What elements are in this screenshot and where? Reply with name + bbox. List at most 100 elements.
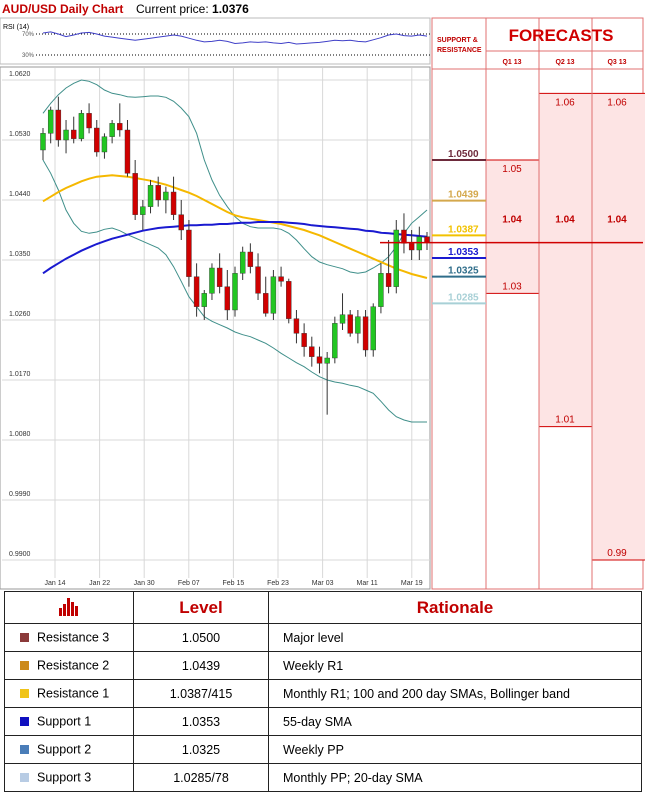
level-rationale: 55-day SMA	[268, 707, 642, 736]
level-name: Resistance 3	[37, 630, 110, 645]
candle-body	[155, 185, 161, 201]
candle-body	[401, 229, 407, 244]
level-value: 1.0500	[133, 623, 269, 652]
candle-body	[55, 109, 62, 141]
candle-body	[78, 113, 85, 139]
sr-level-label: 1.0387	[448, 224, 479, 235]
current-price-label: Current price:	[136, 2, 209, 16]
level-color-swatch	[20, 717, 29, 727]
candle-body	[140, 206, 146, 215]
sr-header-line1: SUPPORT &	[437, 37, 478, 44]
sr-level-label: 1.0353	[448, 247, 479, 258]
level-name: Resistance 2	[37, 658, 110, 673]
candle-body	[47, 109, 54, 134]
level-color-swatch	[20, 661, 29, 671]
candle-body	[362, 316, 369, 351]
bollinger-upper-line	[42, 79, 428, 274]
candle-body	[332, 323, 338, 359]
candle-body	[378, 273, 384, 307]
candle-body	[355, 316, 361, 334]
candle-body	[316, 356, 323, 364]
forecast-column-header: Q3 13	[607, 59, 626, 66]
y-tick-label: 1.0350	[9, 251, 31, 258]
sr-level-label: 1.0325	[448, 266, 479, 277]
x-tick-label: Jan 22	[89, 580, 110, 587]
candle-body	[393, 229, 399, 287]
chart-title: AUD/USD Daily Chart	[2, 2, 124, 16]
candle-body	[408, 243, 415, 251]
candle-body	[40, 133, 46, 151]
forecast-value-labels: 1.05 1.03 1.04 1.06 1.01 1.04 1.06 0.99 1.04	[502, 97, 627, 559]
sma-yellow-line	[42, 174, 428, 279]
candle-body	[170, 191, 177, 215]
date-axis-labels: Jan 14 Jan 22 Jan 30 Feb 07 Feb 15 Feb 23 Mar …	[44, 580, 422, 587]
candle-body	[147, 185, 154, 207]
level-rationale: Weekly R1	[268, 651, 642, 680]
candle-body	[278, 276, 284, 282]
y-tick-label: 1.0440	[9, 191, 31, 198]
forecasts-title: FORECASTS	[509, 26, 614, 45]
level-name: Resistance 1	[37, 686, 110, 701]
table-row: Resistance 2 1.0439 Weekly R1	[4, 651, 642, 680]
forecast-high-label: 1.06	[555, 97, 575, 108]
level-name-cell: Support 2	[4, 735, 134, 764]
y-tick-label: 0.9990	[9, 491, 31, 498]
candle-body	[239, 251, 246, 274]
candle-body	[370, 306, 376, 351]
y-tick-label: 1.0170	[9, 371, 31, 378]
level-name: Support 2	[37, 742, 92, 757]
x-tick-label: Feb 15	[223, 580, 245, 587]
candle-body	[339, 314, 346, 324]
rsi-70-label: 70%	[22, 32, 35, 38]
candle-body	[247, 251, 254, 267]
forecast-band	[486, 160, 539, 294]
level-color-swatch	[20, 745, 29, 755]
candle-body	[124, 129, 131, 174]
candle-body	[270, 276, 277, 314]
level-value: 1.0439	[133, 651, 269, 680]
level-color-swatch	[20, 633, 29, 643]
forecast-band	[539, 93, 592, 427]
forecast-high-label: 1.05	[502, 164, 522, 175]
candle-body	[86, 113, 92, 129]
candle-body	[163, 191, 169, 201]
forecast-mid-label: 1.04	[502, 215, 522, 226]
rsi-label: RSI (14)	[3, 24, 29, 31]
table-row: Support 1 1.0353 55-day SMA	[4, 707, 642, 736]
table-row: Resistance 1 1.0387/415 Monthly R1; 100 an…	[4, 679, 642, 708]
price-axis-labels: 1.0620 1.0530 1.0440 1.0350 1.0260 1.0170 1.00…	[9, 71, 31, 558]
candle-body	[71, 129, 77, 139]
y-tick-label: 1.0530	[9, 131, 31, 138]
x-tick-label: Jan 14	[44, 580, 65, 587]
level-value: 1.0353	[133, 707, 269, 736]
level-column-header: Level	[133, 591, 269, 624]
forecast-band	[592, 93, 645, 560]
x-tick-label: Mar 11	[357, 580, 378, 587]
sr-levels: 1.0500 1.0439 1.0387 1.0353 1.0325 1.0285	[432, 149, 486, 305]
level-name: Support 1	[37, 714, 92, 729]
candle-body	[216, 267, 223, 287]
forecast-mid-label: 1.04	[607, 215, 627, 226]
chart-header: AUD/USD Daily Chart Current price: 1.037…	[0, 0, 430, 18]
x-tick-label: Jan 30	[134, 580, 155, 587]
candle-body	[309, 346, 315, 357]
table-row: Support 2 1.0325 Weekly PP	[4, 735, 642, 764]
forecast-panel: SUPPORT & RESISTANCE FORECASTS Q1 13 Q2 1…	[380, 17, 645, 590]
candle-body	[301, 333, 307, 347]
levels-table: Level Rationale Resistance 3 1.0500 Major …	[4, 591, 642, 792]
level-name-cell: Support 1	[4, 707, 134, 736]
candle-body	[293, 318, 300, 334]
candle-body	[286, 281, 292, 319]
forecast-low-label: 1.03	[502, 281, 522, 292]
candle-body	[109, 123, 115, 137]
candle-body	[193, 276, 200, 307]
level-name-cell: Resistance 3	[4, 623, 134, 652]
level-rationale: Monthly R1; 100 and 200 day SMAs, Bollin…	[268, 679, 642, 708]
table-row: Support 3 1.0285/78 Monthly PP; 20-day SMA	[4, 763, 642, 792]
level-rationale: Monthly PP; 20-day SMA	[268, 763, 642, 792]
candle-body	[186, 229, 192, 277]
table-row: Resistance 3 1.0500 Major level	[4, 623, 642, 652]
forecast-column-header: Q2 13	[555, 59, 574, 66]
x-tick-label: Mar 03	[312, 580, 334, 587]
candle-body	[117, 123, 123, 131]
